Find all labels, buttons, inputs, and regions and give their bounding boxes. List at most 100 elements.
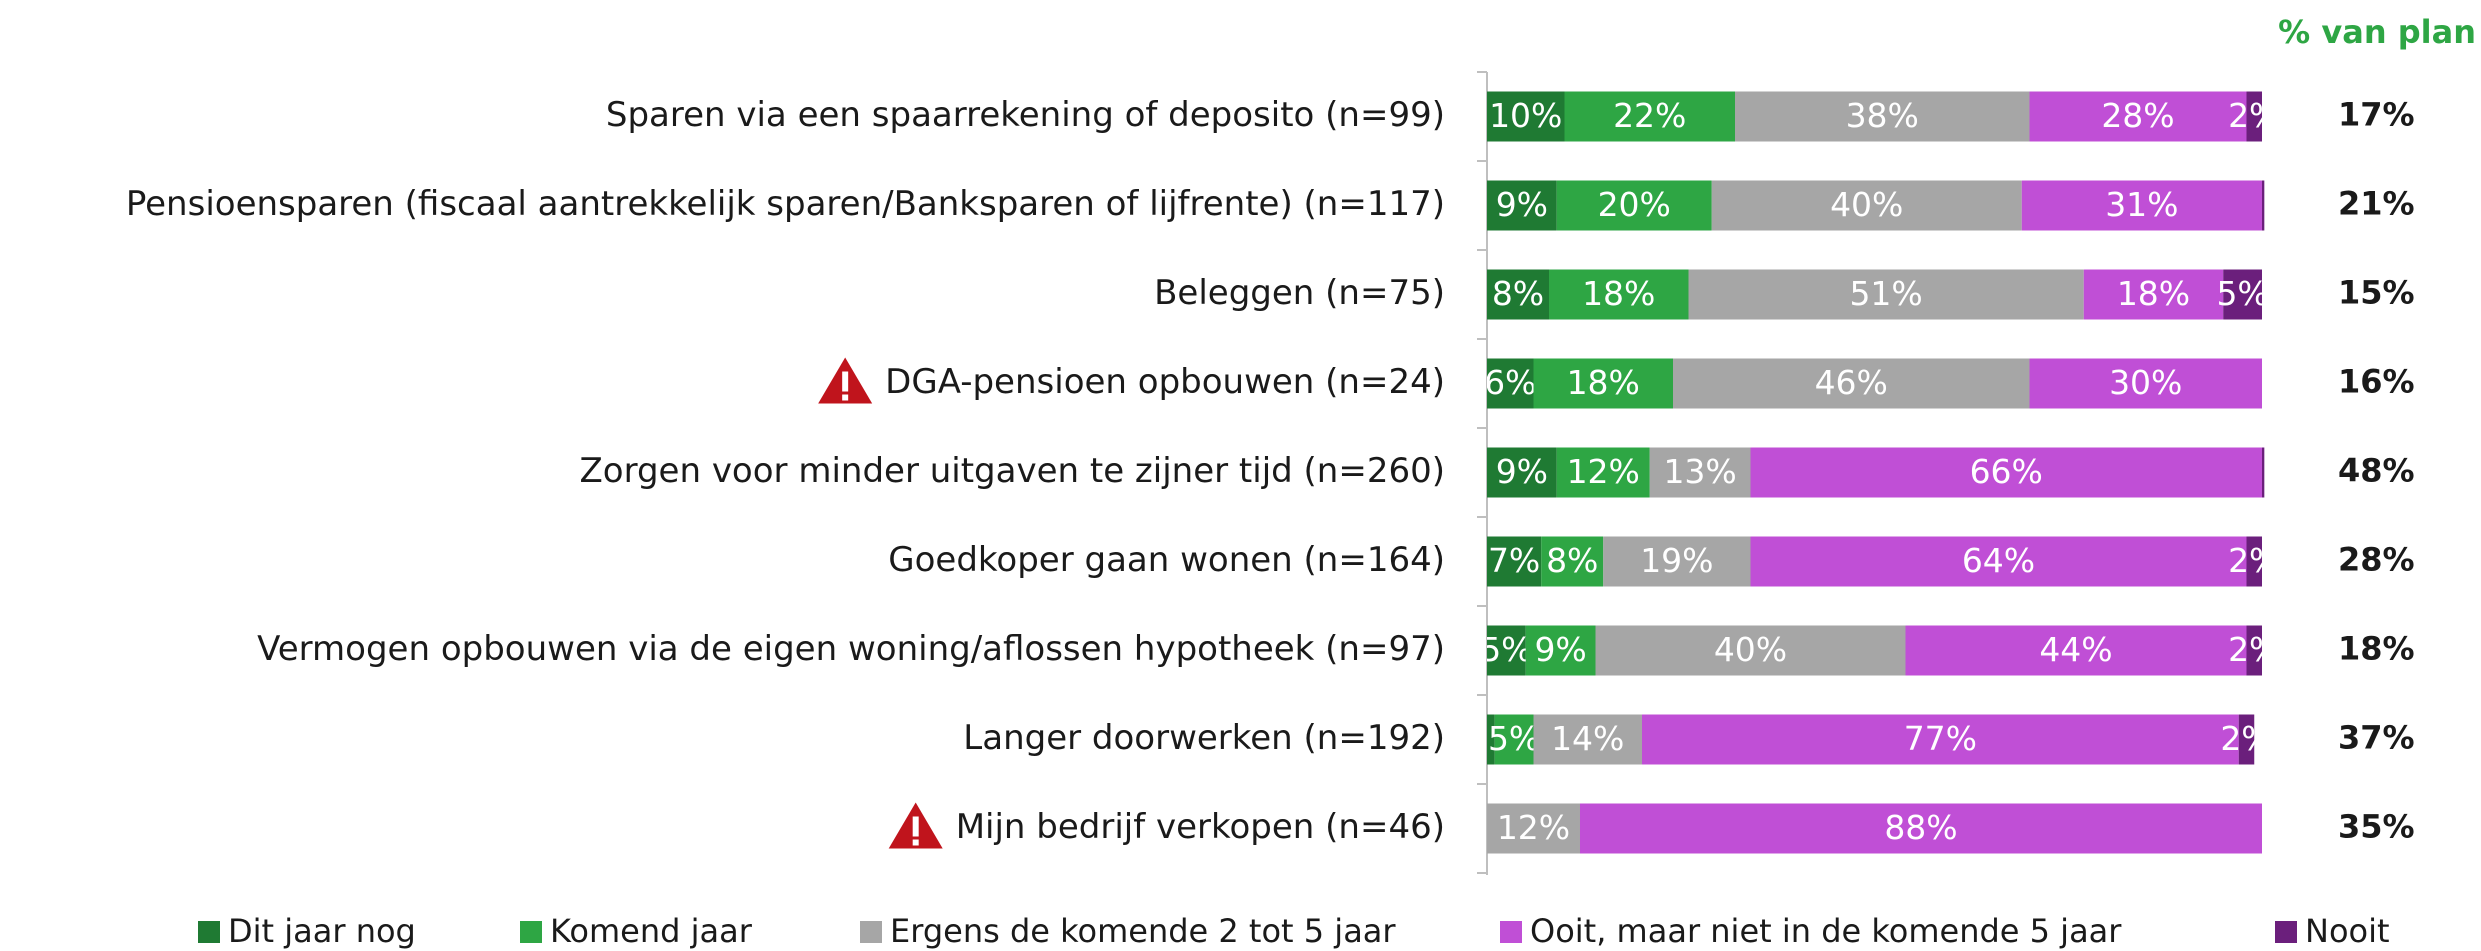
plan-header: % van plan: [2278, 13, 2476, 51]
bar-segment: [1750, 536, 2247, 587]
segment-label: 66%: [1970, 452, 2043, 491]
segment-label: 18%: [1567, 363, 1640, 402]
segment-label: 9%: [1496, 185, 1548, 224]
legend-label: Dit jaar nog: [228, 912, 416, 950]
segment-label: 8%: [1492, 274, 1544, 313]
segment-label: 2%: [2228, 96, 2280, 135]
segment-label: 2%: [2228, 630, 2280, 669]
bar-segment: [2021, 180, 2262, 231]
bar-segment: [1525, 625, 1596, 676]
bar-segment: [1487, 625, 1526, 676]
bar-segment: [2223, 269, 2262, 320]
bar-segment: [1642, 714, 2239, 765]
bar-segment: [1487, 91, 1565, 142]
bar-segment: [2029, 91, 2247, 142]
plan-value: 21%: [2338, 185, 2415, 223]
bar-segment: [1649, 447, 1751, 498]
plan-value: 15%: [2338, 274, 2415, 312]
plan-value: 35%: [2338, 808, 2415, 846]
segment-label: 12%: [1567, 452, 1640, 491]
bar-segment: [1564, 91, 1735, 142]
bar-segment: [1905, 625, 2247, 676]
legend-swatch: [860, 921, 882, 943]
segment-label: 20%: [1598, 185, 1671, 224]
plan-value: 16%: [2338, 363, 2415, 401]
bar-segment: [1487, 447, 1557, 498]
category-label: Mijn bedrijf verkopen (n=46): [956, 807, 1445, 847]
segment-label: 6%: [1484, 363, 1536, 402]
segment-label: 38%: [1846, 96, 1919, 135]
bar-segment: [1549, 269, 1689, 320]
segment-label: 44%: [2039, 630, 2112, 669]
legend-swatch: [2275, 921, 2297, 943]
category-label: Sparen via een spaarrekening of deposito…: [606, 95, 1445, 135]
segment-label: 10%: [1489, 96, 1562, 135]
bar-segment: [1673, 358, 2030, 409]
segment-label: 5%: [1480, 630, 1532, 669]
segment-label: 30%: [2109, 363, 2182, 402]
bar-segment: [2238, 714, 2255, 765]
segment-label: 8%: [1546, 541, 1598, 580]
bar-segment: [2246, 625, 2262, 676]
legend-swatch: [520, 921, 542, 943]
bar-segment: [1603, 536, 1751, 587]
segment-label: 46%: [1815, 363, 1888, 402]
segment-label: 28%: [2101, 96, 2174, 135]
bar-segment: [1494, 714, 1534, 765]
legend-swatch: [198, 921, 220, 943]
bar-segment: [1711, 180, 2022, 231]
bar-segment: [1533, 358, 1673, 409]
bar-segment: [1688, 269, 2084, 320]
segment-label: 9%: [1496, 452, 1548, 491]
bar-segment: [1541, 536, 1604, 587]
segment-label: 40%: [1714, 630, 1787, 669]
segment-label: 51%: [1849, 274, 1922, 313]
bar-segment: [1487, 180, 1557, 231]
category-label: Pensioensparen (fiscaal aantrekkelijk sp…: [126, 184, 1445, 224]
segment-label: 18%: [1582, 274, 1655, 313]
segment-label: 77%: [1904, 719, 1977, 758]
segment-label: 18%: [2117, 274, 2190, 313]
bar-segment: [2029, 358, 2262, 409]
bar-segment: [1487, 803, 1580, 854]
bar-segment: [2246, 536, 2262, 587]
bar-segment: [1556, 180, 1712, 231]
bar-segment: [2262, 447, 2265, 498]
category-label: Zorgen voor minder uitgaven te zijner ti…: [579, 451, 1445, 491]
category-label: Langer doorwerken (n=192): [963, 718, 1445, 758]
category-label: Goedkoper gaan wonen (n=164): [888, 540, 1445, 580]
plan-value: 17%: [2338, 96, 2415, 134]
plan-value: 37%: [2338, 719, 2415, 757]
segment-label: 64%: [1962, 541, 2035, 580]
segment-label: 31%: [2105, 185, 2178, 224]
segment-label: 12%: [1497, 808, 1570, 847]
warning-icon: [818, 357, 873, 404]
bar-segment: [1750, 447, 2262, 498]
legend-label: Komend jaar: [550, 912, 753, 950]
segment-label: 40%: [1830, 185, 1903, 224]
bar-segment: [1735, 91, 2030, 142]
bar-segment: [2083, 269, 2224, 320]
segment-label: 9%: [1534, 630, 1586, 669]
segment-label: 13%: [1663, 452, 1736, 491]
legend-swatch: [1500, 921, 1522, 943]
bar-segment: [1595, 625, 1906, 676]
bar-segment: [2262, 180, 2265, 231]
segment-label: 7%: [1488, 541, 1540, 580]
plan-value: 48%: [2338, 452, 2415, 490]
segment-label: 14%: [1551, 719, 1624, 758]
plan-value: 28%: [2338, 541, 2415, 579]
segment-label: 5%: [2216, 274, 2268, 313]
bar-segment: [1487, 358, 1534, 409]
segment-label: 2%: [2220, 719, 2272, 758]
category-label: DGA-pensioen opbouwen (n=24): [885, 362, 1445, 402]
warning-icon: [888, 802, 943, 849]
segment-label: 22%: [1613, 96, 1686, 135]
segment-label: 19%: [1640, 541, 1713, 580]
segment-label: 2%: [2228, 541, 2280, 580]
bar-segment: [1556, 447, 1650, 498]
plan-value: 18%: [2338, 630, 2415, 668]
segment-label: 5%: [1488, 719, 1540, 758]
category-label: Vermogen opbouwen via de eigen woning/af…: [257, 629, 1445, 669]
